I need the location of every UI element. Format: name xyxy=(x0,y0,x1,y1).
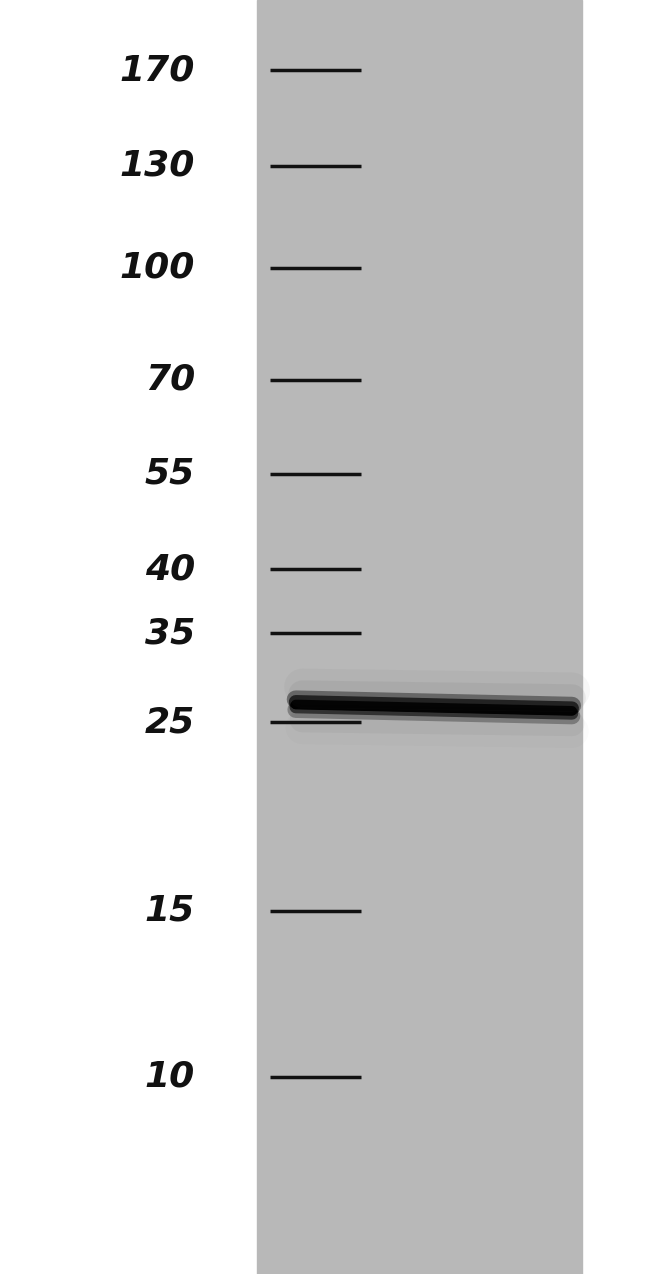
Text: 130: 130 xyxy=(120,149,195,182)
Text: 35: 35 xyxy=(145,617,195,650)
Text: 15: 15 xyxy=(145,894,195,927)
Text: 10: 10 xyxy=(145,1060,195,1093)
Text: 170: 170 xyxy=(120,54,195,87)
Bar xyxy=(257,0,582,1274)
Text: 25: 25 xyxy=(145,706,195,739)
Text: 55: 55 xyxy=(145,457,195,490)
Text: 70: 70 xyxy=(145,363,195,396)
Text: 40: 40 xyxy=(145,553,195,586)
Text: 100: 100 xyxy=(120,251,195,284)
